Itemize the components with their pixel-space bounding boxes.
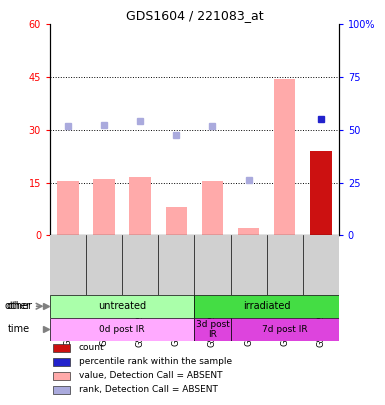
Bar <box>50 318 194 341</box>
Bar <box>50 295 194 318</box>
Text: untreated: untreated <box>98 301 146 311</box>
Bar <box>53 386 70 394</box>
Bar <box>166 207 187 235</box>
Text: value, Detection Call = ABSENT: value, Detection Call = ABSENT <box>79 371 223 380</box>
Text: 0d post IR: 0d post IR <box>99 325 145 334</box>
Text: percentile rank within the sample: percentile rank within the sample <box>79 357 232 367</box>
Text: 7d post IR: 7d post IR <box>262 325 308 334</box>
Title: GDS1604 / 221083_at: GDS1604 / 221083_at <box>126 9 263 22</box>
Bar <box>202 181 223 235</box>
Text: other: other <box>6 301 32 311</box>
Text: other: other <box>4 301 30 311</box>
Bar <box>310 151 331 235</box>
Bar <box>194 318 231 341</box>
Bar <box>57 181 79 235</box>
Text: time: time <box>8 324 30 334</box>
Bar <box>53 358 70 367</box>
Bar <box>53 344 70 352</box>
Text: count: count <box>79 343 105 352</box>
Text: irradiated: irradiated <box>243 301 290 311</box>
Bar <box>53 372 70 380</box>
Bar <box>231 318 339 341</box>
Text: rank, Detection Call = ABSENT: rank, Detection Call = ABSENT <box>79 386 218 394</box>
Bar <box>129 177 151 235</box>
Bar <box>94 179 115 235</box>
Bar <box>238 228 259 235</box>
Bar <box>274 79 296 235</box>
Bar <box>194 295 339 318</box>
Text: 3d post
IR: 3d post IR <box>196 320 229 339</box>
